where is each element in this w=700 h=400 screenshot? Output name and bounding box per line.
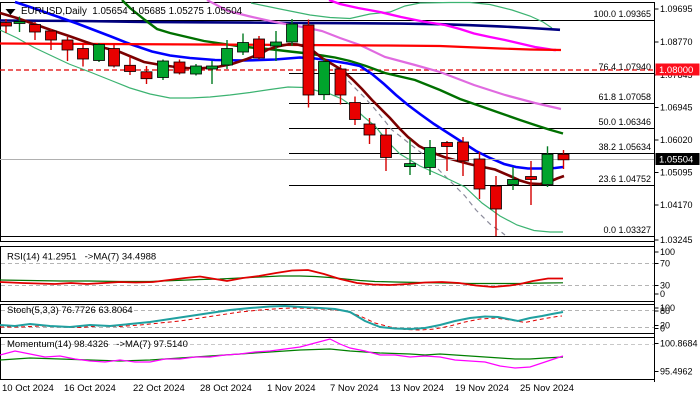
svg-text:100.8684: 100.8684 bbox=[660, 339, 698, 349]
svg-text:Momentum(14) 98.4326 ->MA(7): Momentum(14) 98.4326 ->MA(7) 97.5140 bbox=[7, 339, 188, 350]
svg-text:100.0 1.09365: 100.0 1.09365 bbox=[593, 9, 651, 19]
svg-text:100: 100 bbox=[660, 303, 675, 313]
svg-text:28 Oct 2024: 28 Oct 2024 bbox=[200, 383, 252, 394]
svg-text:30: 30 bbox=[660, 281, 670, 291]
svg-text:10 Oct 2024: 10 Oct 2024 bbox=[2, 383, 54, 394]
svg-text:1.06020: 1.06020 bbox=[660, 135, 693, 145]
svg-text:50.0 1.06346: 50.0 1.06346 bbox=[598, 117, 651, 127]
svg-text:19 Nov 2024: 19 Nov 2024 bbox=[455, 383, 509, 394]
svg-text:1.09695: 1.09695 bbox=[660, 4, 693, 14]
svg-text:1.05095: 1.05095 bbox=[660, 168, 693, 178]
svg-text:1.04170: 1.04170 bbox=[660, 200, 693, 210]
svg-text:95.4962: 95.4962 bbox=[660, 367, 693, 377]
svg-text:1.05504: 1.05504 bbox=[659, 155, 693, 166]
svg-text:7 Nov 2024: 7 Nov 2024 bbox=[330, 383, 379, 394]
svg-text:0: 0 bbox=[660, 324, 665, 334]
svg-text:23.6 1.04752: 23.6 1.04752 bbox=[598, 174, 651, 184]
svg-text:76.4 1.07940: 76.4 1.07940 bbox=[598, 62, 651, 72]
svg-text:25 Nov 2024: 25 Nov 2024 bbox=[520, 383, 574, 394]
svg-text:1.08000: 1.08000 bbox=[659, 65, 693, 76]
svg-text:RSI(14) 41.2951 ->MA(7) 34.4: RSI(14) 41.2951 ->MA(7) 34.4988 bbox=[7, 252, 156, 263]
svg-text:1.03245: 1.03245 bbox=[660, 235, 693, 245]
svg-text:Stoch(5,3,3) 76.7726 63.8064: Stoch(5,3,3) 76.7726 63.8064 bbox=[7, 305, 133, 316]
svg-text:61.8 1.07058: 61.8 1.07058 bbox=[598, 92, 651, 102]
svg-text:70: 70 bbox=[660, 259, 670, 269]
svg-text:0: 0 bbox=[660, 289, 665, 299]
svg-text:1 Nov 2024: 1 Nov 2024 bbox=[267, 383, 316, 394]
svg-text:0.0 1.03327: 0.0 1.03327 bbox=[603, 225, 651, 235]
svg-text:1.06945: 1.06945 bbox=[660, 103, 693, 113]
svg-text:1.08770: 1.08770 bbox=[660, 37, 693, 47]
svg-text:22 Oct 2024: 22 Oct 2024 bbox=[133, 383, 185, 394]
svg-text:EURUSD,Daily 1.05654 1.05685: EURUSD,Daily 1.05654 1.05685 1.05275 1.0… bbox=[21, 6, 243, 17]
svg-text:80: 80 bbox=[660, 306, 670, 316]
svg-text:100: 100 bbox=[660, 247, 675, 257]
svg-text:38.2 1.05634: 38.2 1.05634 bbox=[598, 142, 651, 152]
svg-text:16 Oct 2024: 16 Oct 2024 bbox=[64, 383, 116, 394]
svg-text:13 Nov 2024: 13 Nov 2024 bbox=[390, 383, 444, 394]
svg-text:20: 20 bbox=[660, 321, 670, 331]
